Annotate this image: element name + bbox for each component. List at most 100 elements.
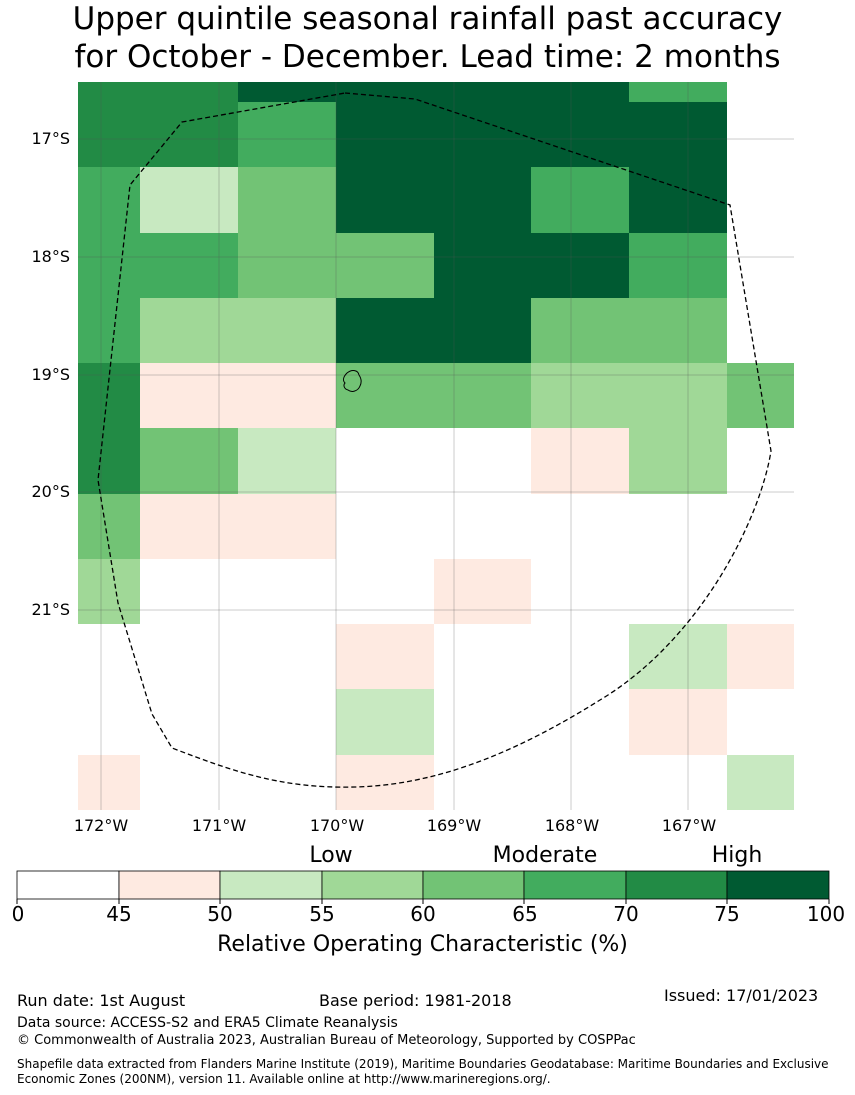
grid-cell (140, 755, 238, 810)
grid-cell (629, 298, 727, 363)
grid-cell (531, 559, 629, 624)
grid-cell (434, 559, 531, 624)
grid-cell (78, 428, 140, 494)
shapefile-note: Shapefile data extracted from Flanders M… (17, 1057, 829, 1086)
lon-label-170w: 170°W (309, 816, 365, 835)
grid-cell (434, 494, 531, 559)
grid-cell (78, 559, 140, 624)
grid-cell (336, 494, 434, 559)
colorbar-swatch (523, 870, 627, 900)
lat-label-17s: 17°S (31, 129, 70, 148)
eez-boundary (97, 92, 772, 788)
lat-label-19s: 19°S (31, 365, 70, 384)
title-line-1: Upper quintile seasonal rainfall past ac… (72, 1, 783, 37)
grid-cell (336, 363, 434, 428)
grid-cell (531, 428, 629, 494)
grid-cell (336, 233, 434, 298)
grid-cell (238, 755, 336, 810)
grid-cell (140, 624, 238, 689)
grid-cell (531, 624, 629, 689)
grid-cell (336, 689, 434, 755)
grid-cell (78, 624, 140, 689)
lat-label-20s: 20°S (31, 482, 70, 501)
grid-cell (140, 428, 238, 494)
grid-cell (531, 755, 629, 810)
lon-label-172w: 172°W (73, 816, 129, 835)
grid-cell (727, 755, 794, 810)
grid-cell (531, 689, 629, 755)
grid-cell (434, 102, 531, 167)
grid-cell (531, 167, 629, 233)
colorbar-tick-65: 65 (512, 902, 538, 926)
grid-cell (140, 298, 238, 363)
grid-cell (238, 624, 336, 689)
grid-cell (140, 102, 238, 167)
grid-cell (140, 167, 238, 233)
colorbar-tick-100: 100 (806, 902, 846, 926)
grid-cell (238, 559, 336, 624)
grid-cell (629, 689, 727, 755)
grid-cell (727, 624, 794, 689)
grid-cell (78, 298, 140, 363)
grid-cell (140, 494, 238, 559)
grid-cell (727, 494, 794, 559)
copyright-notice: © Commonwealth of Australia 2023, Austra… (17, 1033, 636, 1048)
grid-cell (531, 363, 629, 428)
grid-cell (78, 755, 140, 810)
grid-cell (629, 559, 727, 624)
lon-label-171w: 171°W (191, 816, 247, 835)
grid-cell (531, 233, 629, 298)
lon-label-167w: 167°W (661, 816, 717, 835)
grid-cell (531, 298, 629, 363)
lon-label-169w: 169°W (426, 816, 482, 835)
grid-cell (727, 559, 794, 624)
grid-cell (336, 82, 434, 102)
data-source: Data source: ACCESS-S2 and ERA5 Climate … (17, 1015, 398, 1031)
category-label-low: Low (309, 843, 353, 868)
colorbar-title: Relative Operating Characteristic (%) (217, 932, 628, 957)
colorbar-tick-60: 60 (410, 902, 436, 926)
grid-cell (727, 689, 794, 755)
grid-cell (238, 233, 336, 298)
lon-label-168w: 168°W (544, 816, 600, 835)
grid-cell (336, 624, 434, 689)
colorbar-swatch (16, 870, 120, 900)
grid-cell (434, 624, 531, 689)
grid-cell (78, 494, 140, 559)
grid-cell (629, 167, 727, 233)
grid-cell (531, 102, 629, 167)
grid-cell (78, 689, 140, 755)
issued-date: Issued: 17/01/2023 (664, 986, 819, 1005)
grid-cell (629, 428, 727, 494)
grid-cell (629, 363, 727, 428)
grid-cell (78, 82, 140, 102)
colorbar-swatch (422, 870, 525, 900)
colorbar-tick-45: 45 (106, 902, 132, 926)
grid-cell (434, 233, 531, 298)
grid-cell (336, 428, 434, 494)
lat-label-21s: 21°S (31, 600, 70, 619)
grid-cell (238, 428, 336, 494)
colorbar-swatch (118, 870, 221, 900)
grid-cell (238, 298, 336, 363)
colorbar-swatch (321, 870, 424, 900)
grid-cell (140, 689, 238, 755)
grid-cell (727, 363, 794, 428)
grid-cell (531, 82, 629, 102)
grid-cell (629, 755, 727, 810)
colorbar-swatch (726, 870, 830, 900)
category-label-high: High (711, 843, 763, 868)
colorbar-tick-50: 50 (207, 902, 233, 926)
grid-cell (336, 298, 434, 363)
grid-cell (336, 559, 434, 624)
grid-cell (629, 82, 727, 102)
grid-cell (434, 428, 531, 494)
grid-cell (629, 102, 727, 167)
base-period: Base period: 1981-2018 (319, 991, 512, 1010)
grid-cell (434, 689, 531, 755)
grid-cell (434, 298, 531, 363)
grid-cell (238, 82, 336, 102)
grid-cell (434, 82, 531, 102)
category-label-moderate: Moderate (492, 843, 598, 868)
